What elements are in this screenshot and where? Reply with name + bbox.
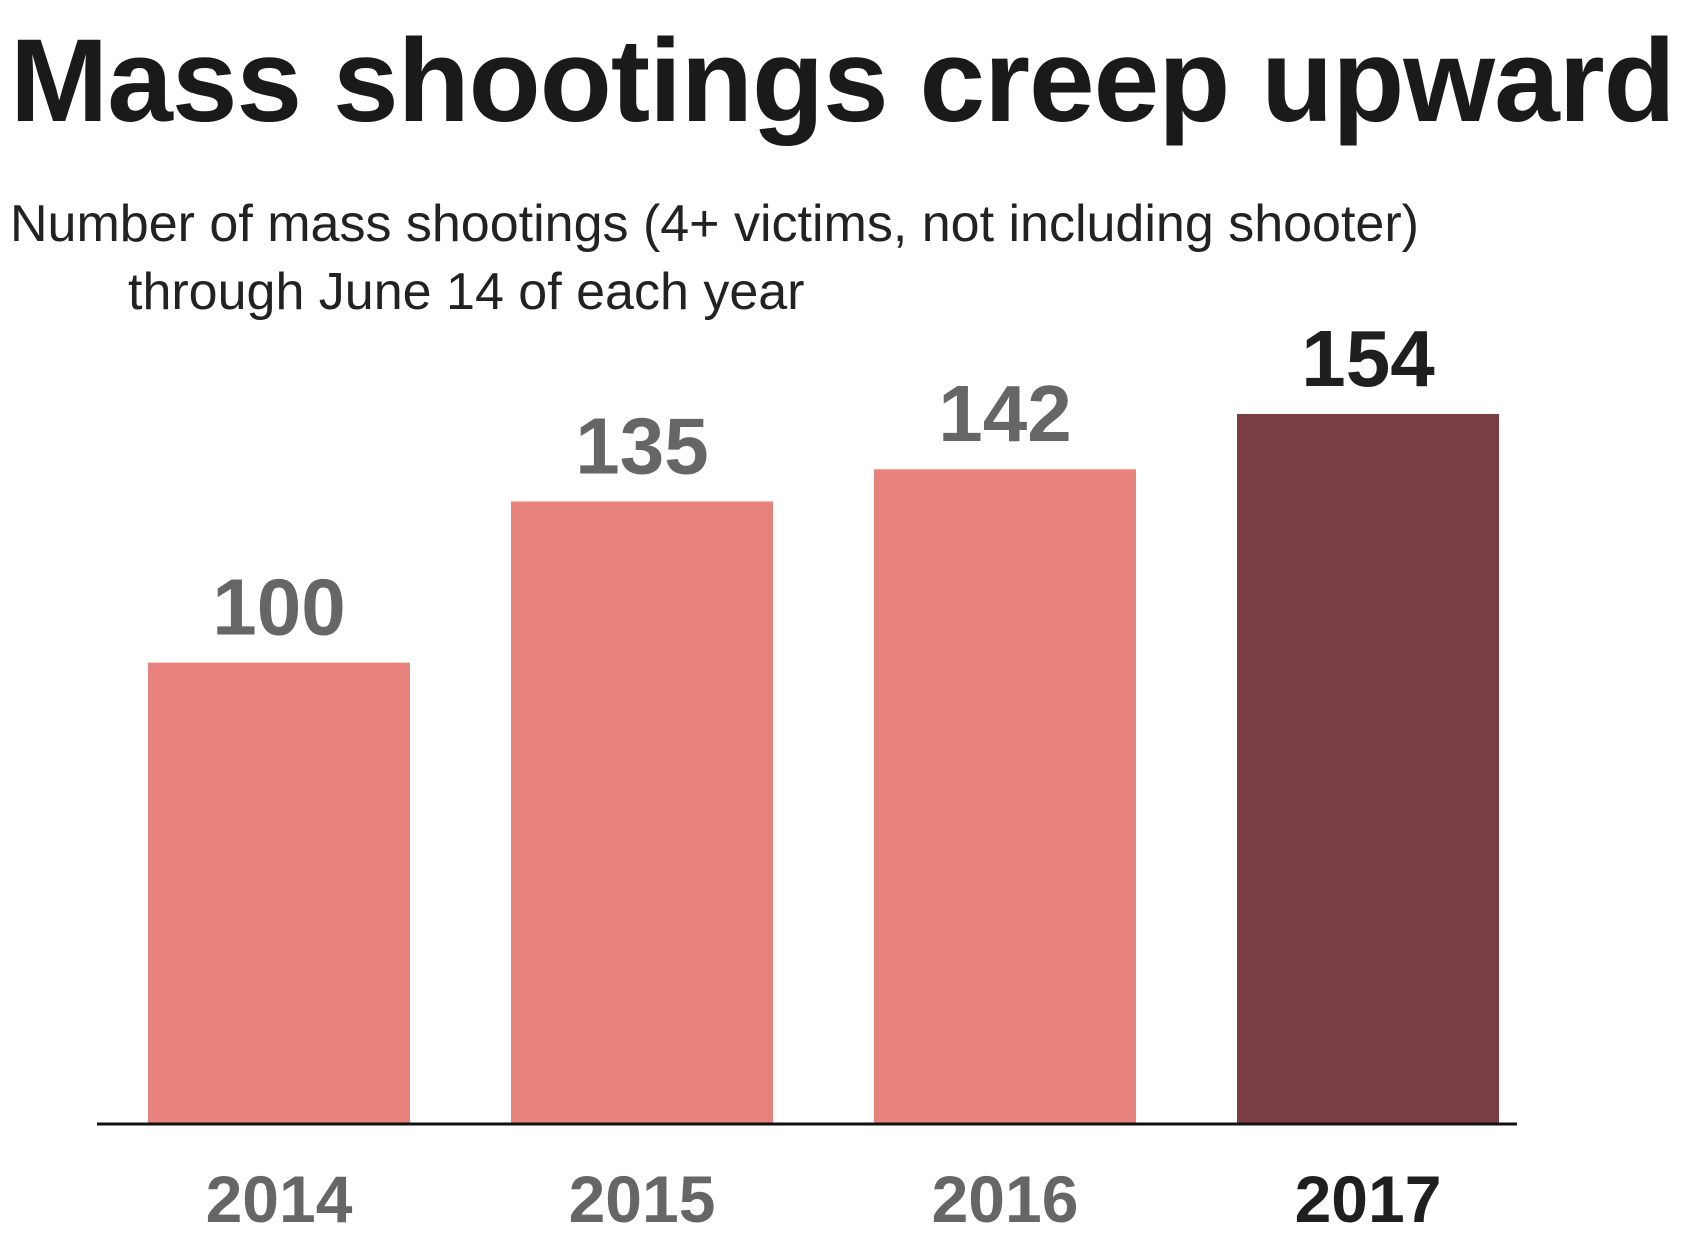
value-label-2016: 142: [938, 369, 1071, 458]
x-tick-label-2015: 2015: [569, 1162, 716, 1236]
x-tick-label-2016: 2016: [932, 1162, 1079, 1236]
chart-title: Mass shootings creep upward: [10, 15, 1676, 147]
bar-2016: [874, 469, 1136, 1123]
bar-2014: [148, 662, 410, 1123]
value-label-group: 100 135 142 154: [212, 314, 1435, 652]
bar-2017: [1237, 414, 1499, 1123]
value-label-2015: 135: [575, 401, 708, 490]
x-tick-label-group: 2014 2015 2016 2017: [206, 1162, 1442, 1236]
value-label-2017: 154: [1301, 314, 1435, 403]
x-tick-label-2017: 2017: [1295, 1162, 1442, 1236]
chart-subtitle-line-2: through June 14 of each year: [128, 263, 805, 321]
chart-subtitle-line-1: Number of mass shootings (4+ victims, no…: [10, 195, 1419, 253]
bar-group: [148, 414, 1499, 1124]
value-label-2014: 100: [212, 563, 345, 652]
x-tick-label-2014: 2014: [206, 1162, 353, 1236]
chart-subtitle: Number of mass shootings (4+ victims, no…: [10, 190, 1670, 326]
bar-2015: [511, 501, 773, 1124]
